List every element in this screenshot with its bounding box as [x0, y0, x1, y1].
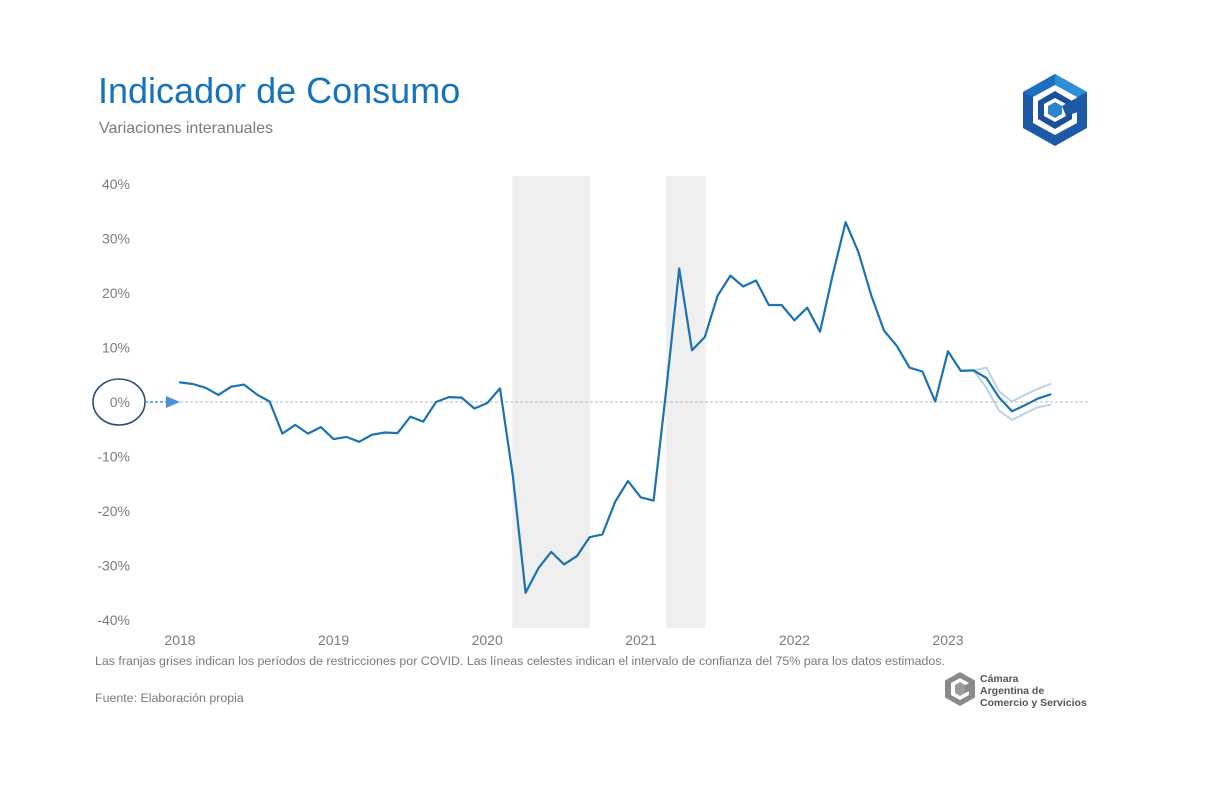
- confidence-lower-line: [972, 369, 1052, 421]
- zero-arrow-head: [166, 396, 180, 408]
- page-subtitle: Variaciones interanuales: [99, 120, 274, 137]
- y-tick-label: 0%: [110, 394, 130, 410]
- x-tick-label: 2021: [625, 632, 656, 648]
- x-tick-label: 2020: [472, 632, 503, 648]
- y-tick-label: 30%: [102, 231, 130, 247]
- cac-footer-logo: Cámara Argentina de Comercio y Servicios: [944, 671, 1094, 711]
- confidence-upper-line: [972, 366, 1052, 403]
- page-title: Indicador de Consumo: [98, 70, 461, 111]
- y-tick-label: 20%: [102, 285, 130, 301]
- chart-source: Fuente: Elaboración propia: [95, 691, 244, 705]
- y-tick-label: -40%: [97, 612, 130, 628]
- cac-hexagon-logo-icon: [1021, 73, 1089, 147]
- cac-footer-logo-icon: [945, 672, 975, 706]
- line-chart: -40% -30% -20% -10% 0% 10% 20% 30% 40% 2018 2019 2…: [92, 176, 1088, 648]
- x-tick-label: 2023: [932, 632, 963, 648]
- x-tick-label: 2022: [779, 632, 810, 648]
- y-tick-label: -20%: [97, 503, 130, 519]
- org-name-line: Comercio y Servicios: [980, 697, 1087, 709]
- chart-footnote: Las franjas grises indican los períodos …: [95, 654, 945, 668]
- y-tick-label: -10%: [97, 449, 130, 465]
- org-name: Cámara Argentina de Comercio y Servicios: [980, 673, 1087, 709]
- y-tick-label: 10%: [102, 340, 130, 356]
- org-name-line: Argentina de: [980, 685, 1045, 697]
- y-tick-label: 40%: [102, 176, 130, 192]
- x-tick-label: 2018: [164, 632, 195, 648]
- main-series-line: [178, 221, 1052, 594]
- x-tick-label: 2019: [318, 632, 349, 648]
- org-name-line: Cámara: [980, 673, 1019, 685]
- y-tick-label: -30%: [97, 558, 130, 574]
